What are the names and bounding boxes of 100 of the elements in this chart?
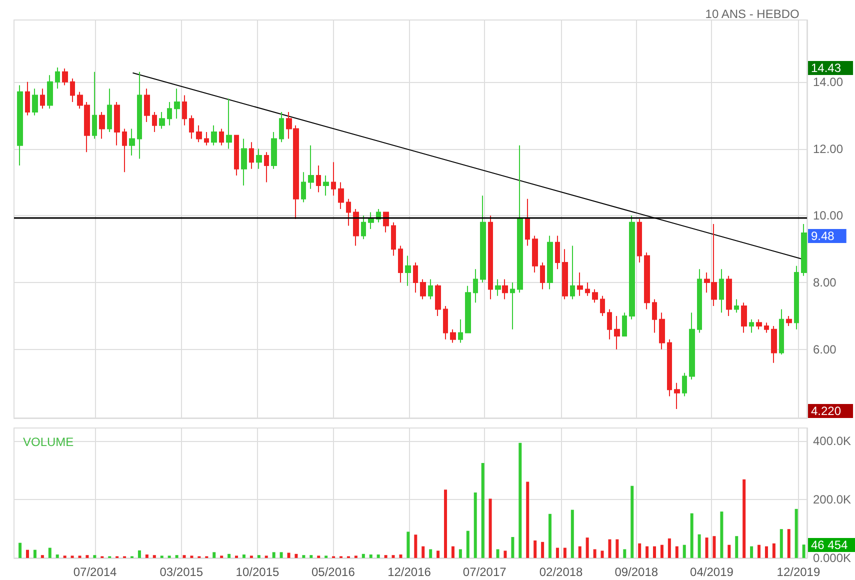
candlestick [450,328,456,344]
candlestick [353,208,359,246]
candlestick [786,315,792,327]
candlestick [525,198,530,246]
bar [660,544,664,558]
candlestick [532,235,538,274]
candlestick [562,248,568,300]
y-tick-label: 6.00 [813,342,837,356]
candlestick [502,278,508,300]
candlestick [226,98,232,150]
candlestick [368,212,374,230]
candlestick [659,312,665,350]
bar [362,554,365,558]
candlestick [547,235,553,290]
bar [630,486,634,558]
bar [175,555,178,558]
x-tick-label: 05/2016 [311,565,356,579]
candlestick [40,88,45,110]
bar [436,550,440,558]
bar [682,544,686,558]
candlestick [159,111,165,130]
bar [556,548,559,558]
y-tick-label: 14.00 [813,74,844,89]
candlestick [614,315,620,350]
bar [406,532,410,558]
bar [242,554,246,558]
bar [228,554,231,558]
x-tick-label: 10/2015 [236,565,280,579]
candlestick [331,162,336,196]
candlestick [674,382,680,410]
candlestick [749,318,754,334]
x-tick-label: 03/2015 [160,565,204,579]
candlestick [323,175,329,196]
bar [458,549,462,558]
bar [26,550,30,558]
candlestick [577,272,583,296]
candlestick [256,148,262,170]
bar [444,490,448,558]
bar [772,543,776,558]
bar [466,530,470,558]
candlestick [219,128,224,146]
bar [152,555,156,558]
bar [705,538,708,558]
bar [145,554,148,558]
candlestick [592,288,598,304]
bar [787,529,790,558]
candlestick [570,245,575,300]
bar [653,546,656,558]
candlestick [279,111,284,143]
candlestick [644,252,650,310]
y-tick-label: 200.0K [813,492,852,507]
bar [780,529,783,558]
bar [138,550,141,558]
bar [376,554,380,558]
bar [369,554,372,558]
chart-title: 10 ANS - HEBDO [705,7,800,21]
text: VOLUME [23,435,74,449]
candlestick [234,134,239,176]
bar [586,538,589,558]
x-tick-label: 09/2018 [614,565,658,579]
bar [474,492,477,558]
bar [280,552,283,558]
bar [735,536,738,558]
x-tick-label: 07/2014 [73,565,118,579]
candlestick [555,235,560,270]
candlestick [764,322,769,334]
candlestick [622,312,627,337]
x-tick-label: 02/2018 [539,565,584,579]
y-tick-label: 8.00 [813,276,837,290]
bar [526,482,530,558]
bar [422,546,425,558]
candlestick [346,198,351,226]
candlestick [607,308,612,340]
bar [287,552,290,558]
bar [40,555,44,558]
bar [511,536,514,558]
candlestick [196,124,202,143]
bar [750,546,754,558]
candlestick [428,278,433,300]
candlestick [137,71,142,160]
candlestick [361,215,366,240]
candlestick [473,268,478,304]
bar [698,534,701,558]
y-tick-label: 400.0K [813,434,852,448]
candlestick [122,128,127,173]
bar [758,544,761,558]
bar [548,514,552,558]
bar [481,463,484,558]
candlestick [338,182,344,210]
bar [257,555,260,558]
bar [728,544,731,558]
candlestick [316,164,321,193]
bar [272,552,276,558]
candlestick [271,132,277,170]
candlestick [204,132,209,146]
bar [302,555,306,558]
candlestick [25,81,30,116]
candlestick [152,111,157,133]
candlestick [443,305,448,340]
bar [570,510,574,558]
